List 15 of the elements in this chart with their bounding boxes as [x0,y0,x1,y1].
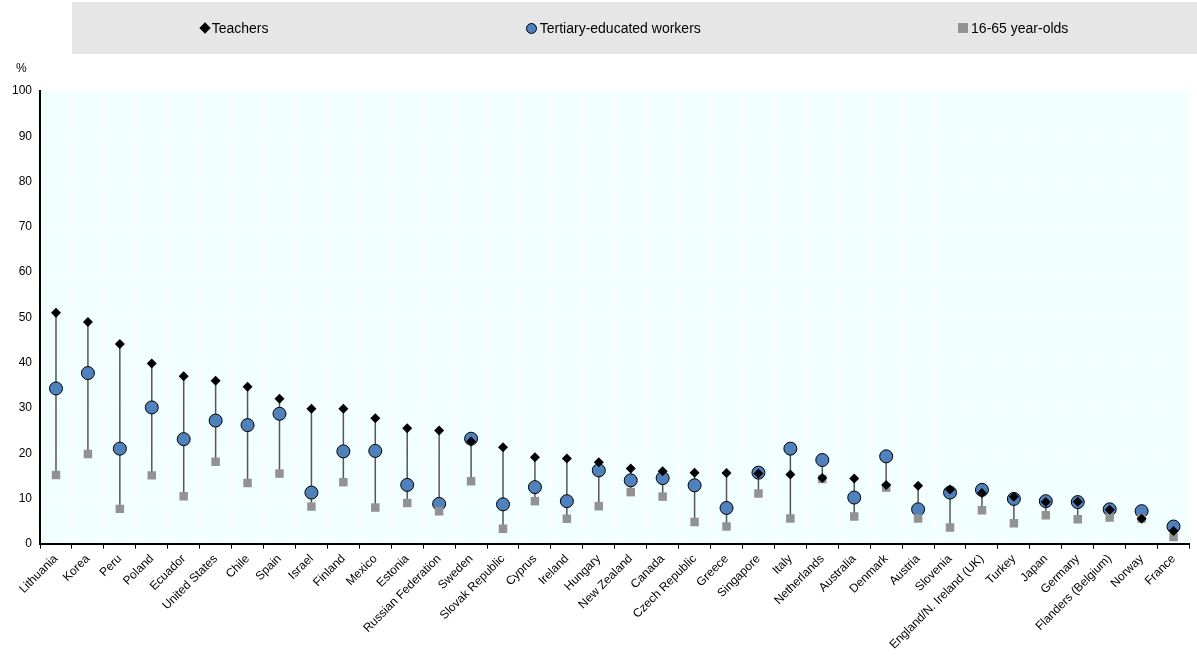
legend-label: 16-65 year-olds [971,20,1069,36]
legend-label: Tertiary-educated workers [539,20,701,36]
y-tick-label: 60 [18,264,33,279]
y-tick-label: 50 [18,309,33,324]
y-axis-title: % [16,61,27,76]
legend-label: Teachers [211,20,269,36]
y-tick-label: 10 [18,490,33,505]
y-tick-label: 70 [18,219,33,234]
y-tick-label: 40 [18,354,33,369]
y-tick-label: 20 [18,445,33,460]
y-tick-label: 90 [18,128,33,143]
y-tick-label: 100 [11,83,33,98]
y-tick-label: 30 [18,400,33,415]
y-tick-label: 0 [25,536,33,551]
y-tick-label: 80 [18,173,33,188]
